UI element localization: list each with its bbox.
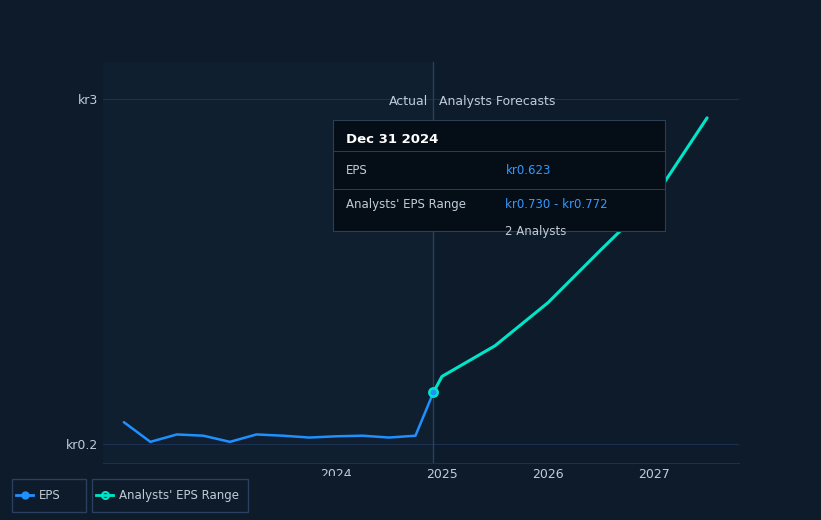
Text: Analysts' EPS Range: Analysts' EPS Range [346, 198, 466, 211]
Bar [103, 62, 433, 463]
Text: kr0.730 - kr0.772: kr0.730 - kr0.772 [506, 198, 608, 211]
Text: Analysts Forecasts: Analysts Forecasts [438, 95, 555, 108]
Text: EPS: EPS [346, 164, 368, 177]
Text: Analysts' EPS Range: Analysts' EPS Range [119, 489, 239, 502]
Text: Dec 31 2024: Dec 31 2024 [346, 133, 438, 146]
Text: EPS: EPS [39, 489, 61, 502]
Text: kr0.623: kr0.623 [506, 164, 551, 177]
Text: Actual: Actual [389, 95, 429, 108]
FancyBboxPatch shape [12, 479, 86, 512]
FancyBboxPatch shape [93, 479, 249, 512]
Text: 2 Analysts: 2 Analysts [506, 225, 566, 238]
